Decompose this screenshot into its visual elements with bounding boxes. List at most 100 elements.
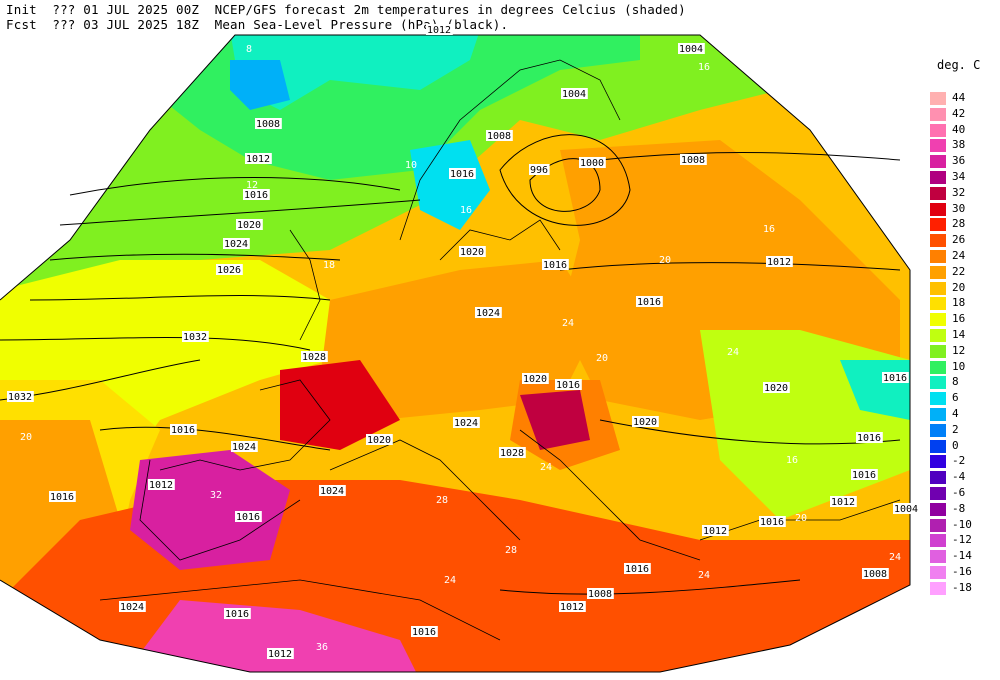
isobar-label: 1016: [556, 380, 580, 391]
isobar-label-bg: [366, 434, 393, 445]
legend-label: 2: [952, 422, 959, 436]
legend-swatch: [930, 329, 946, 342]
legend-label: 44: [952, 91, 966, 104]
isobar-label-bg: [882, 372, 909, 383]
isobar-label: 1024: [320, 486, 344, 497]
isobar-label-bg: [255, 118, 282, 129]
isobar-label: 1016: [760, 517, 784, 528]
temperature-label: 18: [323, 260, 335, 271]
isobar-label: 1016: [50, 492, 74, 503]
temperature-label: 16: [786, 455, 798, 466]
legend-label: -14: [952, 549, 972, 563]
isobar-label-bg: [224, 608, 251, 619]
legend-swatch: [930, 250, 946, 263]
legend-label: 20: [952, 280, 966, 294]
isobar-label-bg: [319, 485, 346, 496]
isobar-label-bg: [830, 496, 857, 507]
isobar-label: 1024: [476, 308, 500, 319]
isobar-label: 1012: [427, 25, 451, 36]
legend-label: 12: [952, 343, 966, 357]
fcst-label: Fcst: [6, 17, 37, 32]
legend-label: 38: [952, 138, 966, 152]
header-line-1: Init ??? 01 JUL 2025 00Z NCEP/GFS foreca…: [6, 2, 686, 17]
temperature-label: 24: [540, 462, 552, 473]
legend-swatch: [930, 123, 946, 137]
legend-label: -6: [952, 486, 966, 499]
isobar-label: 1008: [681, 155, 705, 166]
legend-label: 26: [952, 233, 966, 247]
legend-swatch: [930, 408, 946, 421]
isobar-label: 1026: [217, 265, 241, 276]
isobar-label: 1016: [637, 297, 661, 308]
temperature-label: 16: [698, 62, 710, 73]
isobar-label-bg: [766, 256, 793, 267]
legend-label: -16: [952, 565, 972, 578]
isobar-label-bg: [862, 568, 889, 579]
temperature-label: 24: [727, 347, 739, 358]
title-line-1: NCEP/GFS forecast 2m temperatures in deg…: [214, 2, 686, 17]
isobar-label-bg: [235, 511, 262, 522]
isobar-label: 1016: [171, 425, 195, 436]
coastlines: [99, 59, 901, 641]
legend-swatch: [930, 376, 946, 390]
isobar-label: 1012: [246, 154, 270, 165]
temperature-label: 16: [460, 205, 472, 216]
legend-swatch: [930, 534, 946, 548]
header-line-2: Fcst ??? 03 JUL 2025 18Z Mean Sea-Level …: [6, 17, 508, 32]
legend-swatch: [930, 392, 946, 406]
temperature-label: 24: [889, 552, 901, 563]
isobar-label: 1020: [460, 247, 484, 258]
legend-swatch: [930, 202, 946, 216]
temperature-label: 32: [210, 490, 222, 501]
isobar-label: 1016: [543, 260, 567, 271]
isobar-label-bg: [561, 88, 588, 99]
legend-swatch: [930, 218, 946, 232]
legend-swatch: [930, 487, 946, 500]
isobar-label-bg: [243, 189, 270, 200]
isobar-label: 1016: [883, 373, 907, 384]
legend-title: deg. C: [937, 58, 981, 72]
legend-swatch: [930, 92, 946, 105]
legend-swatch: [930, 234, 946, 248]
legend-swatch: [930, 518, 946, 532]
legend-label: 16: [952, 312, 966, 326]
isobar-label-bg: [301, 351, 328, 362]
isobar-label-bg: [559, 601, 586, 612]
isobar-label: 1032: [8, 392, 32, 403]
legend-label: 6: [952, 391, 959, 405]
legend-label: 8: [952, 375, 959, 389]
isobar-label-bg: [119, 601, 146, 612]
isobar-label-bg: [148, 479, 175, 490]
isobar-label-bg: [851, 469, 878, 480]
legend-swatch: [930, 566, 946, 579]
temperature-label: 24: [444, 575, 456, 586]
isobar-label-bg: [453, 417, 480, 428]
legend-swatch: [930, 155, 946, 169]
temperature-label: 12: [246, 180, 258, 191]
isobar-label: 1016: [412, 627, 436, 638]
legend-swatch: [930, 344, 946, 358]
isobar-label: 1020: [237, 220, 261, 231]
legend-label: 14: [952, 328, 966, 341]
legend-label: 0: [952, 438, 959, 452]
isobar-label: 1012: [268, 649, 292, 660]
isobar-label: 1004: [894, 504, 918, 515]
isobar-label-bg: [678, 43, 705, 54]
legend-label: 30: [952, 201, 966, 215]
isobar-label-bg: [475, 307, 502, 318]
legend-label: 22: [952, 264, 966, 278]
isobar-label-bg: [579, 157, 606, 168]
isobar-label: 1024: [120, 602, 144, 613]
isobar-label: 1024: [232, 442, 256, 453]
isobar-label: 1016: [852, 470, 876, 481]
isobar-label-bg: [267, 648, 294, 659]
legend-swatch: [930, 297, 946, 311]
isobar-label: 1024: [454, 418, 478, 429]
legend-label: 32: [952, 185, 966, 199]
isobar-label-bg: [529, 164, 550, 175]
isobar-label: 1032: [183, 332, 207, 343]
legend-swatch: [930, 139, 946, 153]
isobar-label: 1008: [487, 131, 511, 142]
legend-label: -4: [952, 470, 966, 484]
isobar-label-bg: [236, 219, 263, 230]
